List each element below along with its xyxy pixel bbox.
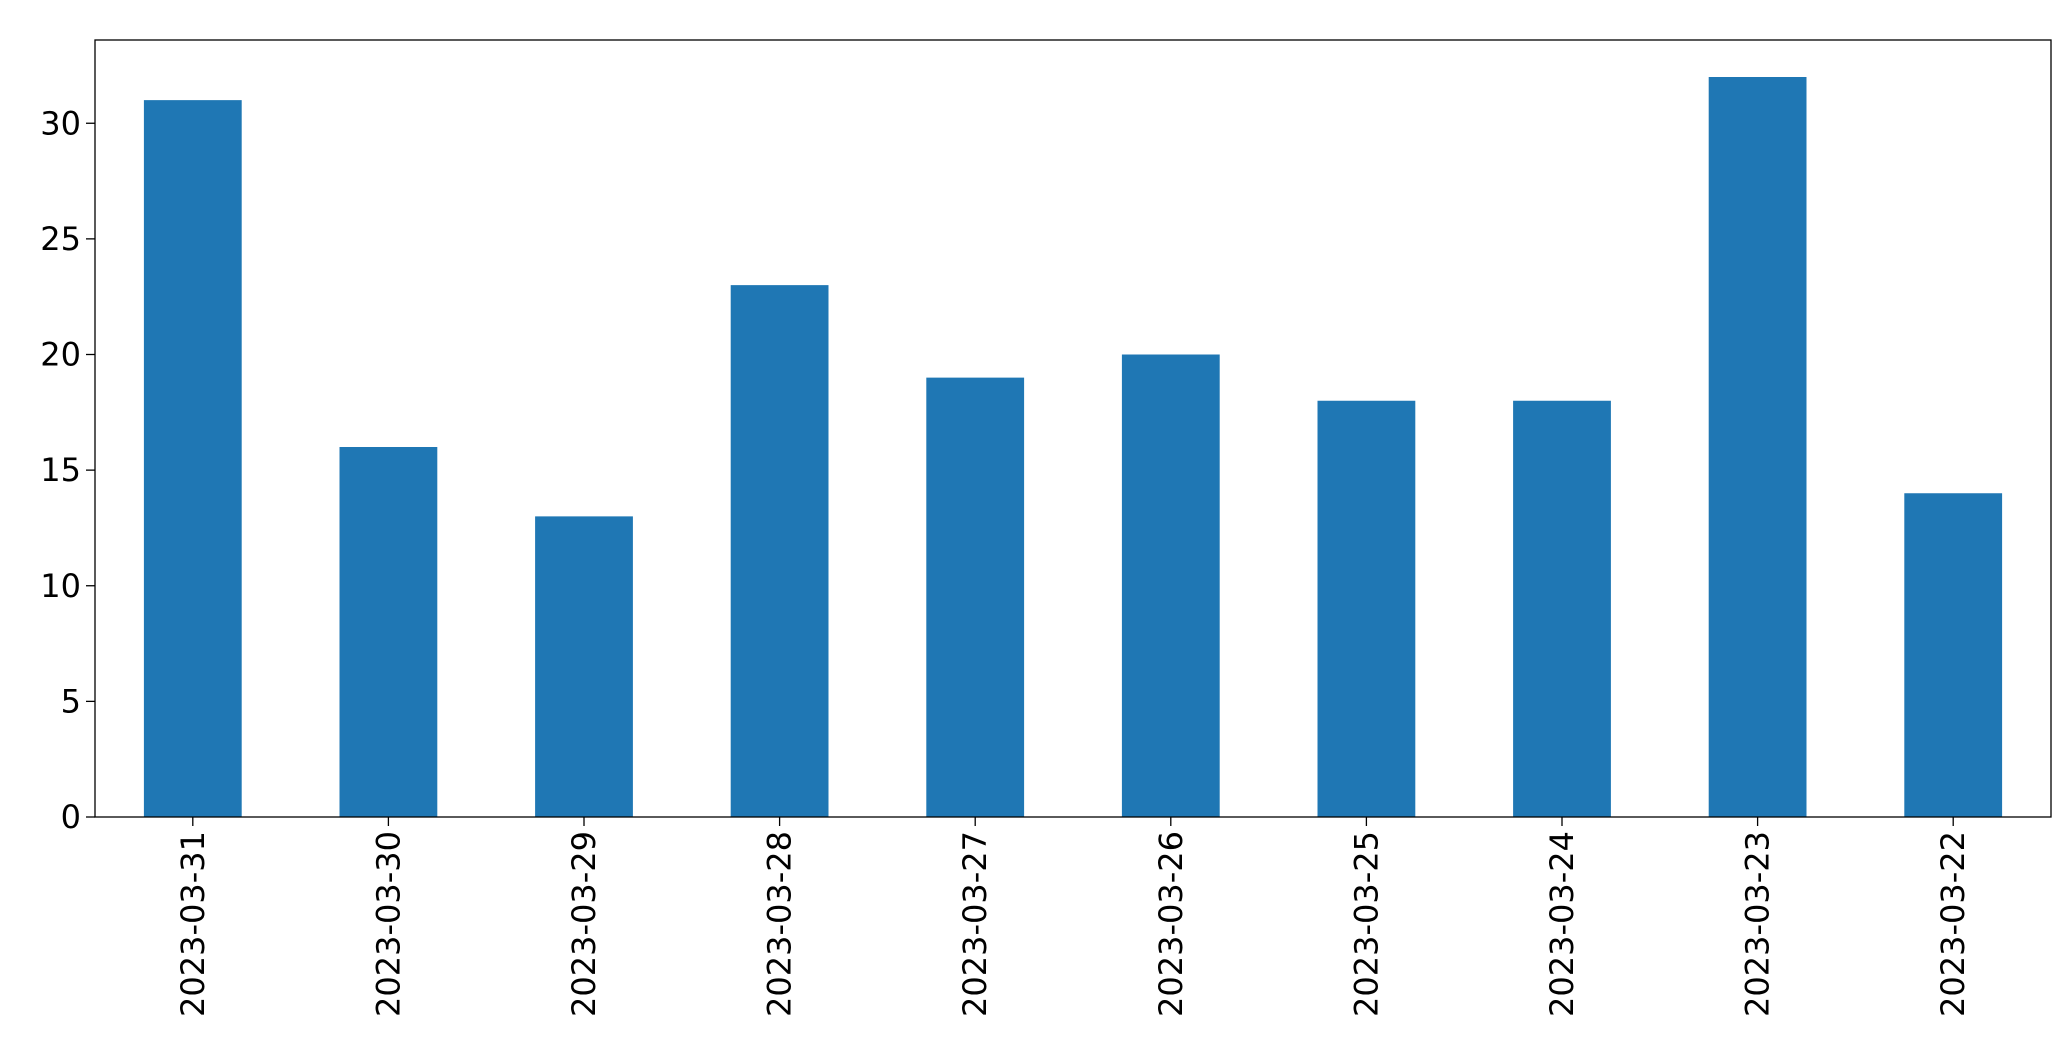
- y-tick-label: 15: [40, 451, 81, 489]
- y-tick-label: 20: [40, 336, 81, 374]
- x-tick-label: 2023-03-30: [369, 831, 407, 1017]
- x-tick-label: 2023-03-23: [1739, 831, 1777, 1017]
- y-tick-label: 25: [40, 220, 81, 258]
- bar: [1317, 400, 1416, 817]
- bar: [1121, 354, 1220, 817]
- x-tick-label: 2023-03-22: [1934, 831, 1972, 1017]
- x-tick-label: 2023-03-27: [956, 831, 994, 1017]
- bar: [143, 100, 242, 817]
- bar: [339, 447, 438, 817]
- x-tick-label: 2023-03-25: [1347, 831, 1385, 1017]
- bar: [535, 516, 633, 817]
- y-tick-label: 10: [40, 567, 81, 605]
- x-tick-label: 2023-03-29: [565, 831, 603, 1017]
- x-tick-label: 2023-03-24: [1543, 831, 1581, 1017]
- y-tick-label: 0: [61, 798, 81, 836]
- x-tick-label: 2023-03-31: [174, 831, 212, 1017]
- y-tick-label: 30: [40, 104, 81, 142]
- x-tick-label: 2023-03-28: [761, 831, 799, 1017]
- y-tick-label: 5: [61, 682, 81, 720]
- plot-frame: [94, 39, 2052, 818]
- x-tick-label: 2023-03-26: [1152, 831, 1190, 1017]
- bar: [926, 377, 1025, 817]
- bar: [730, 285, 829, 817]
- bar: [1513, 400, 1611, 817]
- bar: [1904, 493, 2003, 817]
- bar: [1708, 77, 1807, 817]
